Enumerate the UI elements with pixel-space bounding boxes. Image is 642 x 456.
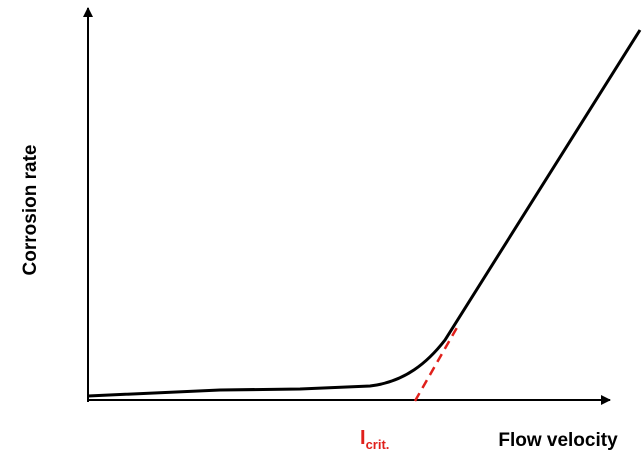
x-axis-label: Flow velocity <box>498 430 618 451</box>
critical-label: Icrit. <box>360 427 389 452</box>
critical-main: I <box>360 427 366 449</box>
y-axis-label: Corrosion rate <box>20 145 41 276</box>
curve <box>87 29 642 398</box>
critical-subscript: crit. <box>366 437 390 452</box>
